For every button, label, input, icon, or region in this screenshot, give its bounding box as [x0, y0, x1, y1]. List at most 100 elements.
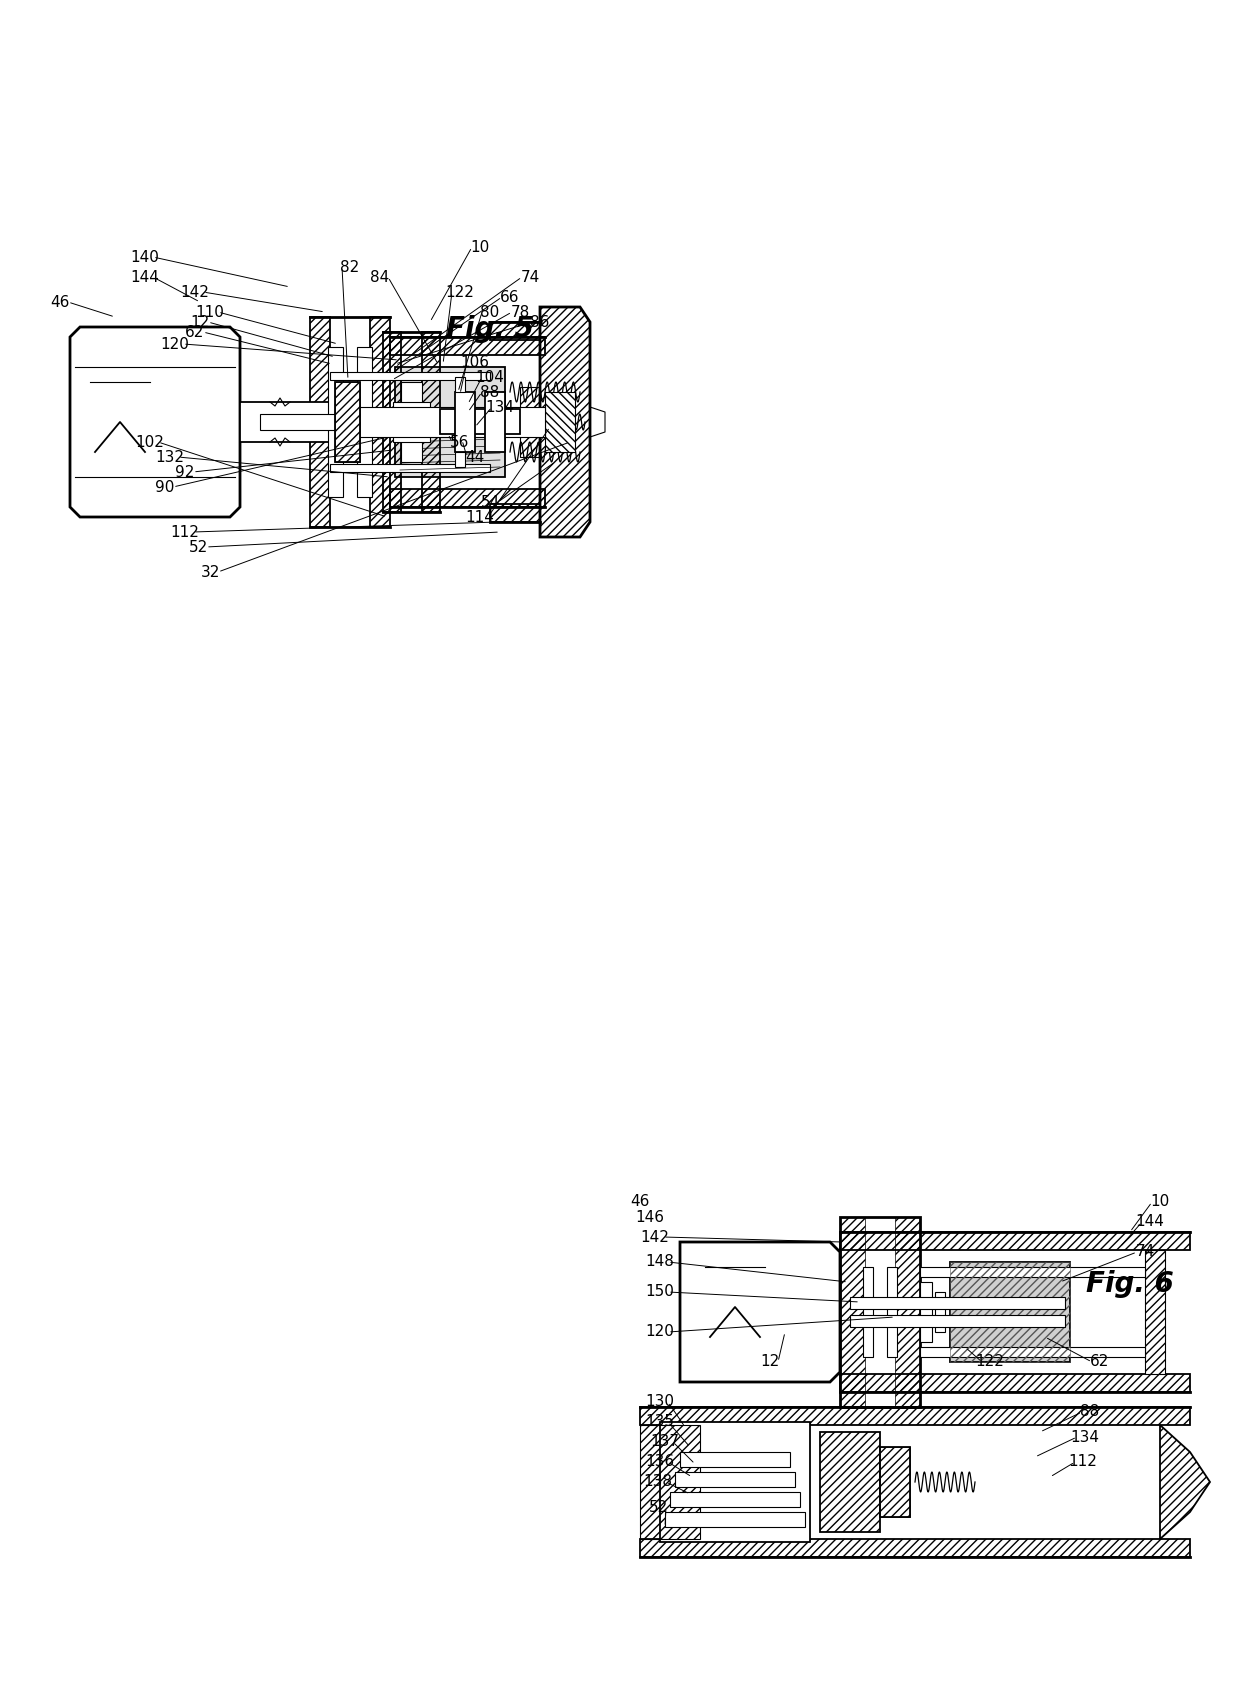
Text: 120: 120: [160, 336, 190, 352]
Text: 148: 148: [646, 1255, 675, 1270]
Text: 112: 112: [171, 525, 200, 540]
Text: 10: 10: [1151, 1194, 1169, 1209]
Text: 110: 110: [196, 304, 224, 320]
Text: 62: 62: [185, 325, 205, 340]
Text: 12: 12: [191, 315, 210, 330]
Bar: [357, 346, 372, 496]
Text: 62: 62: [1090, 1354, 1110, 1369]
Text: 46: 46: [51, 294, 69, 309]
Bar: [393, 402, 430, 442]
Bar: [839, 1218, 920, 1408]
Text: 12: 12: [760, 1354, 780, 1369]
Bar: [670, 1492, 800, 1507]
Bar: [310, 316, 330, 526]
Bar: [370, 316, 391, 526]
Text: 84: 84: [371, 269, 389, 284]
Bar: [680, 1452, 790, 1467]
Bar: [391, 336, 546, 355]
Bar: [950, 1262, 1070, 1362]
Bar: [455, 392, 475, 452]
Text: 82: 82: [340, 259, 360, 274]
Bar: [330, 372, 490, 380]
Text: 90: 90: [155, 479, 175, 495]
Bar: [455, 452, 465, 468]
Bar: [820, 1431, 880, 1532]
Text: 144: 144: [130, 269, 160, 284]
Bar: [329, 346, 343, 496]
Bar: [241, 402, 350, 442]
Bar: [520, 387, 539, 458]
Bar: [849, 1297, 1065, 1309]
Text: 66: 66: [500, 289, 520, 304]
Text: 120: 120: [646, 1324, 675, 1339]
Bar: [935, 1292, 945, 1332]
Text: 112: 112: [1069, 1455, 1097, 1470]
Text: 74: 74: [521, 269, 539, 284]
Text: 46: 46: [630, 1194, 650, 1209]
Bar: [401, 382, 422, 463]
Text: 134: 134: [486, 400, 515, 414]
Bar: [455, 377, 465, 392]
Bar: [396, 367, 505, 478]
Bar: [640, 1539, 1190, 1558]
Polygon shape: [680, 1241, 839, 1383]
Bar: [383, 331, 401, 511]
Bar: [920, 1267, 1145, 1277]
Text: 138: 138: [644, 1475, 672, 1490]
Text: 78: 78: [511, 304, 529, 320]
Text: 150: 150: [646, 1285, 675, 1300]
Text: 32: 32: [201, 565, 219, 580]
Bar: [490, 505, 539, 521]
Text: 130: 130: [646, 1394, 675, 1410]
Text: 122: 122: [445, 284, 475, 299]
Bar: [546, 392, 575, 452]
Bar: [422, 331, 440, 511]
Bar: [839, 1374, 1190, 1393]
Bar: [330, 464, 490, 473]
Bar: [665, 1512, 805, 1527]
Bar: [391, 489, 546, 506]
Text: 56: 56: [450, 434, 470, 449]
Text: 136: 136: [646, 1455, 675, 1470]
Text: 86: 86: [531, 315, 549, 330]
Text: 122: 122: [976, 1354, 1004, 1369]
Text: 10: 10: [470, 239, 490, 254]
Bar: [675, 1472, 795, 1487]
Bar: [546, 392, 575, 452]
Bar: [440, 409, 520, 434]
Text: 88: 88: [1080, 1404, 1100, 1420]
Text: 88: 88: [480, 385, 500, 400]
Bar: [880, 1447, 910, 1517]
Bar: [863, 1267, 873, 1357]
Bar: [335, 382, 360, 463]
Bar: [950, 1262, 1070, 1362]
Bar: [920, 1282, 932, 1342]
Text: 54: 54: [480, 495, 500, 510]
Text: 146: 146: [635, 1209, 665, 1224]
Bar: [920, 1347, 1145, 1357]
Text: 74: 74: [1136, 1245, 1154, 1260]
Bar: [660, 1421, 810, 1542]
Bar: [335, 382, 360, 463]
Text: 44: 44: [465, 449, 485, 464]
Bar: [640, 1408, 1190, 1425]
Bar: [849, 1315, 1065, 1327]
Text: 52: 52: [649, 1499, 667, 1514]
Bar: [485, 392, 505, 452]
Bar: [895, 1218, 920, 1408]
Bar: [839, 1231, 1190, 1250]
Text: 52: 52: [188, 540, 207, 555]
Bar: [887, 1267, 897, 1357]
Bar: [640, 1425, 701, 1539]
Text: 134: 134: [1070, 1430, 1100, 1445]
Text: 92: 92: [175, 464, 195, 479]
Text: 102: 102: [135, 434, 165, 449]
Text: Fig. 5: Fig. 5: [446, 315, 534, 343]
Text: 144: 144: [1136, 1214, 1164, 1230]
Text: 106: 106: [460, 355, 490, 370]
Text: 114: 114: [465, 510, 495, 525]
Text: 142: 142: [181, 284, 210, 299]
Bar: [345, 407, 546, 437]
Bar: [880, 1447, 910, 1517]
Text: 132: 132: [155, 449, 185, 464]
